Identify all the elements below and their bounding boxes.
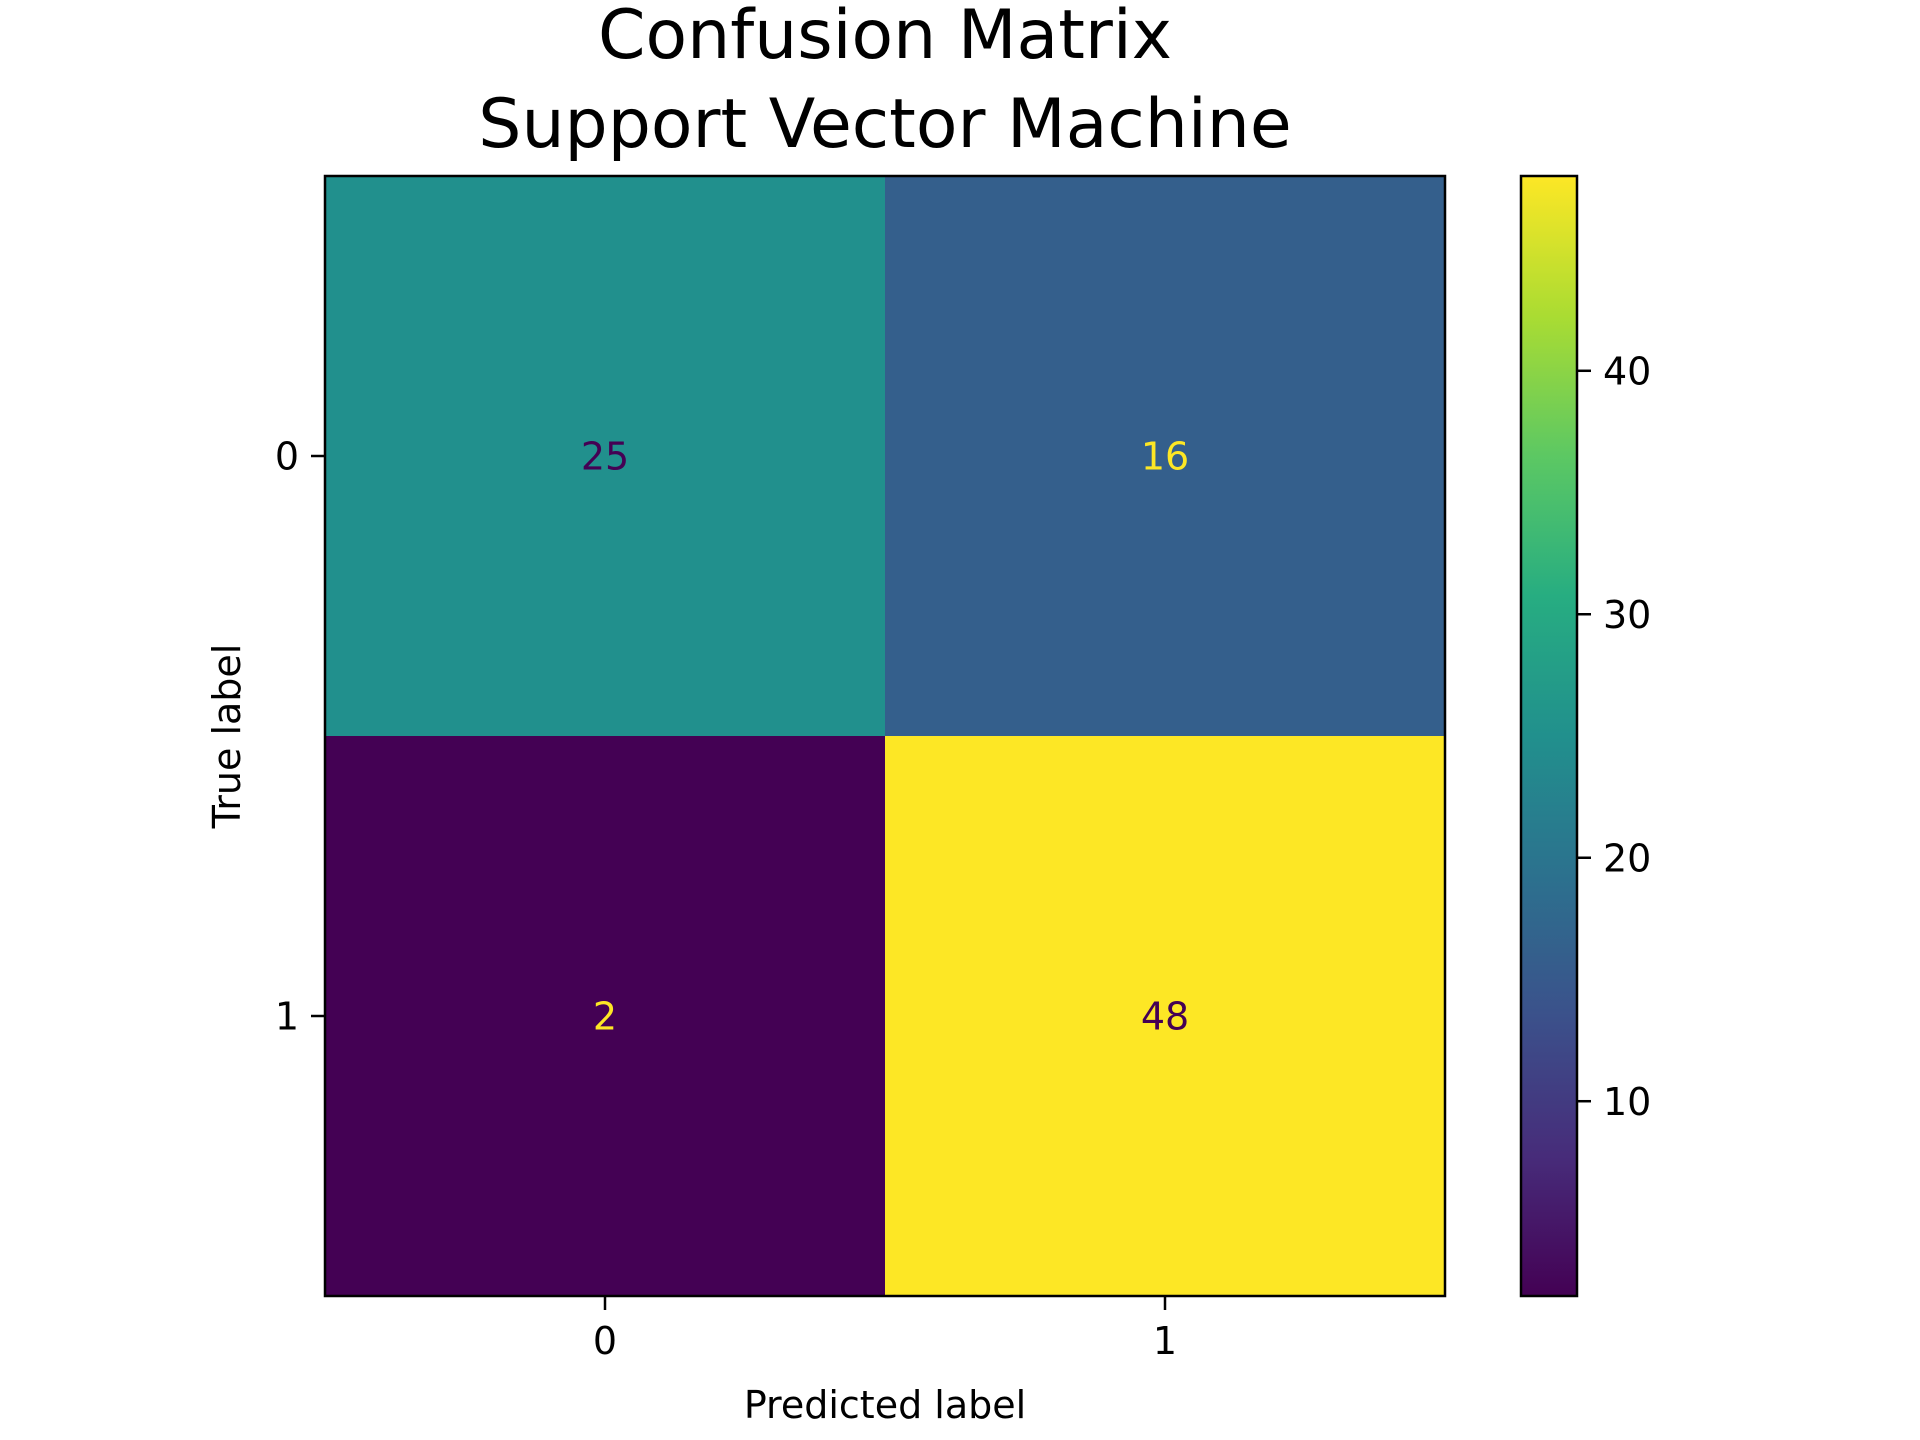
- y-tick-label-0: 0: [275, 435, 299, 479]
- colorbar-tick-label-2: 30: [1603, 593, 1651, 637]
- colorbar-tick-label-1: 20: [1603, 836, 1651, 880]
- chart-title-line-1: Confusion Matrix: [598, 0, 1172, 75]
- colorbar-tick-label-3: 40: [1603, 349, 1651, 393]
- colorbar-gradient: [1521, 176, 1577, 1296]
- cell-annotation-1-0: 2: [593, 995, 617, 1039]
- x-tick-label-1: 1: [1153, 1319, 1177, 1363]
- y-tick-label-1: 1: [275, 995, 299, 1039]
- colorbar-frame: [1519, 174, 1579, 1298]
- x-tick-label-0: 0: [593, 1319, 617, 1363]
- colorbar: 10 20 30 40: [1519, 174, 1651, 1298]
- chart-title: Confusion Matrix Support Vector Machine: [478, 0, 1291, 164]
- cell-annotation-1-1: 48: [1141, 995, 1189, 1039]
- axes-frame: [323, 174, 1447, 1298]
- chart-title-line-2: Support Vector Machine: [478, 85, 1291, 164]
- colorbar-tick-label-0: 10: [1603, 1080, 1651, 1124]
- colorbar-ticks: 10 20 30 40: [1577, 349, 1651, 1124]
- cell-annotation-0-1: 16: [1141, 435, 1189, 479]
- heatmap-cell-1-1: [885, 736, 1445, 1296]
- heatmap-cells: [325, 176, 1445, 1296]
- y-axis-ticks: 01: [275, 435, 325, 1039]
- heatmap-cell-0-0: [325, 176, 885, 736]
- heatmap-cell-1-0: [325, 736, 885, 1296]
- y-axis-label: True label: [205, 644, 249, 830]
- cell-annotation-0-0: 25: [581, 435, 629, 479]
- x-axis-label: Predicted label: [744, 1383, 1026, 1427]
- heatmap-cell-0-1: [885, 176, 1445, 736]
- cell-annotations: 25 16 2 48: [581, 435, 1189, 1039]
